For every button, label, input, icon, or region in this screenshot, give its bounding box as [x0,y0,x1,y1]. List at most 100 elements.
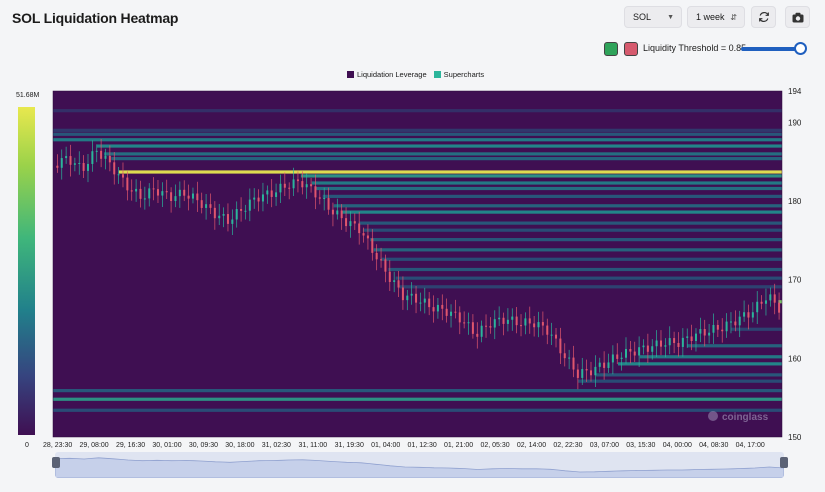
candle-body [528,318,531,324]
liquidation-band [322,194,782,198]
candle-body [467,322,470,324]
liquidation-band [96,144,783,148]
candle-body [559,338,562,354]
candle-body [275,192,278,197]
threshold-slider-thumb[interactable] [794,42,807,55]
x-tick-label: 02, 22:30 [553,442,582,449]
liquidation-band [104,152,782,156]
down-color-swatch[interactable] [624,42,638,56]
candle-body [563,353,566,359]
symbol-select[interactable]: SOL ▼ [624,6,682,28]
candle-body [384,259,387,272]
liquidation-band [53,128,782,132]
candle-body [450,311,453,316]
x-tick-label: 01, 12:30 [408,442,437,449]
candle-body [375,252,378,260]
heatmap-background [53,91,782,437]
camera-icon [792,12,803,22]
candle-body [725,321,728,332]
candle-body [454,311,457,313]
y-tick-label: 150 [788,433,802,442]
liquidation-band [111,157,782,161]
liquidation-band [340,210,782,214]
candle-body [712,324,715,333]
candle-body [428,298,431,308]
x-tick-label: 03, 15:30 [626,442,655,449]
candle-body [708,332,711,336]
candle-body [187,195,190,199]
candle-body [82,162,85,171]
legend-item-supercharts[interactable]: Supercharts [433,70,485,79]
candle-body [480,325,483,337]
candle-body [244,210,247,212]
candle-body [506,319,509,324]
candle-body [681,337,684,347]
candle-body [633,351,636,356]
candle-body [117,174,120,176]
candle-body [747,312,750,318]
candle-body [323,198,326,200]
candle-body [349,221,352,227]
candle-body [135,188,138,192]
y-tick-label: 170 [788,276,802,285]
candle-body [502,317,505,324]
candle-body [104,155,107,159]
candle-body [616,354,619,359]
candle-body [380,259,383,261]
candle-body [778,302,781,313]
up-color-swatch[interactable] [604,42,618,56]
candle-body [598,362,601,367]
candle-body [165,191,168,193]
candle-body [100,150,103,159]
candle-body [156,189,159,196]
candle-body [126,177,129,191]
x-tick-label: 30, 09:30 [189,442,218,449]
candle-body [200,200,203,208]
navigator-left-handle[interactable] [52,457,60,468]
candle-body [327,198,330,210]
candle-body [397,280,400,288]
candle-body [266,190,269,195]
candle-body [183,189,186,196]
candle-body [65,156,68,159]
candle-body [410,293,413,296]
legend-label-supercharts: Supercharts [443,70,485,79]
candle-body [664,345,667,347]
legend-item-liquidation[interactable]: Liquidation Leverage [347,70,427,79]
candle-body [130,190,133,192]
navigator-right-handle[interactable] [780,457,788,468]
liquidation-band [333,204,782,208]
candle-body [441,304,444,309]
candle-body [318,197,321,199]
x-tick-label: 01, 04:00 [371,442,400,449]
refresh-button[interactable] [751,6,776,28]
candle-body [686,336,689,338]
candle-body [419,302,422,304]
liquidation-band [577,379,782,383]
candle-body [729,321,732,323]
candle-body [270,190,273,197]
candle-body [108,155,111,163]
candle-body [743,312,746,317]
liquidation-band [395,276,782,280]
candle-body [673,338,676,343]
candle-body [314,186,317,198]
x-tick-label: 31, 11:00 [298,442,327,449]
x-tick-label: 31, 19:30 [335,442,364,449]
candle-body [353,221,356,224]
candle-body [401,287,404,301]
liquidation-band [370,238,782,242]
candle-body [659,340,662,347]
liquidation-band [362,228,782,232]
candle-body [638,347,641,356]
threshold-slider-track[interactable] [741,47,801,51]
screenshot-button[interactable] [785,6,810,28]
candle-body [769,294,772,301]
timeframe-select[interactable]: 1 week ⇵ [687,6,745,28]
candle-body [296,179,299,182]
overview-navigator[interactable] [55,452,784,478]
candle-body [139,188,142,199]
x-tick-label: 02, 14:00 [517,442,546,449]
legend-label-liquidation: Liquidation Leverage [357,70,427,79]
